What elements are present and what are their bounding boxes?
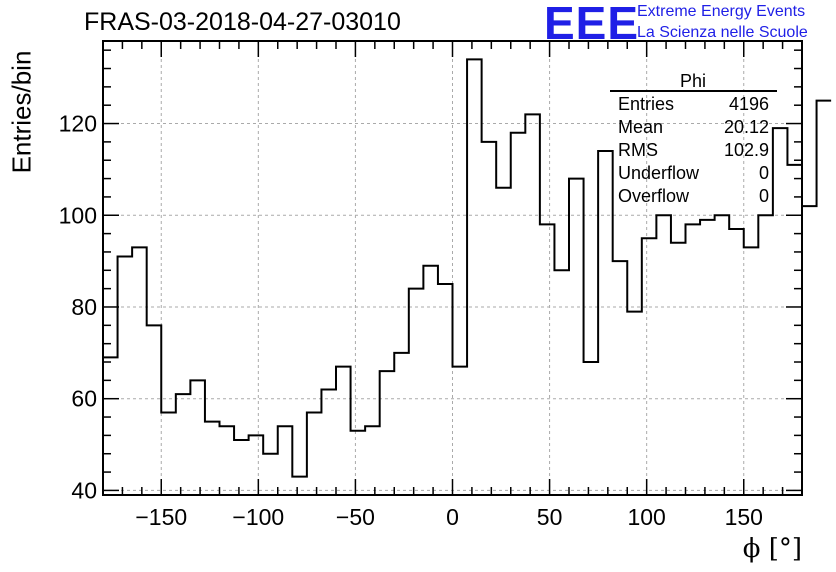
plot-title: FRAS-03-2018-04-27-03010 xyxy=(84,8,401,36)
stats-row-label: Overflow xyxy=(618,186,690,206)
stats-row-label: Entries xyxy=(618,94,674,114)
stats-box-rows: Entries 4196 Mean 20.12 RMS 102.9 Underflow 0 Ov… xyxy=(618,94,769,206)
stats-row-value: 102.9 xyxy=(724,140,769,160)
y-tick-label: 40 xyxy=(71,477,97,503)
y-tick-label: 60 xyxy=(71,386,97,412)
y-tick-label: 100 xyxy=(59,202,97,228)
stats-row-value: 4196 xyxy=(729,94,769,114)
stats-row-value: 20.12 xyxy=(724,117,769,137)
stats-row-label: RMS xyxy=(618,140,658,160)
x-tick-label: −50 xyxy=(336,504,375,530)
x-tick-label: 100 xyxy=(627,504,665,530)
x-tick-label: −100 xyxy=(232,504,284,530)
x-tick-label: 0 xyxy=(446,504,459,530)
stats-row-label: Underflow xyxy=(618,163,700,183)
x-tick-label: −150 xyxy=(135,504,187,530)
x-axis: −150 −100 −50 0 50 100 150 xyxy=(102,41,803,530)
eee-logo: EEE xyxy=(544,0,640,49)
logo-line-1: Extreme Energy Events xyxy=(637,3,806,20)
histogram-series xyxy=(103,58,832,478)
stats-box-title: Phi xyxy=(680,71,706,91)
stats-row-value: 0 xyxy=(759,186,769,206)
x-axis-label: ϕ [°] xyxy=(742,534,802,564)
stats-box: Phi Entries 4196 Mean 20.12 RMS 102.9 Underflo… xyxy=(610,71,777,206)
stats-row-value: 0 xyxy=(759,163,769,183)
grid-lines xyxy=(103,41,802,495)
x-tick-label: 50 xyxy=(537,504,563,530)
y-tick-label: 80 xyxy=(71,294,97,320)
logo-line-2: La Scienza nelle Scuole xyxy=(637,24,808,41)
x-tick-label: 150 xyxy=(725,504,763,530)
stats-row-label: Mean xyxy=(618,117,663,137)
y-axis: 40 60 80 100 120 xyxy=(59,49,802,503)
y-tick-label: 120 xyxy=(59,111,97,137)
